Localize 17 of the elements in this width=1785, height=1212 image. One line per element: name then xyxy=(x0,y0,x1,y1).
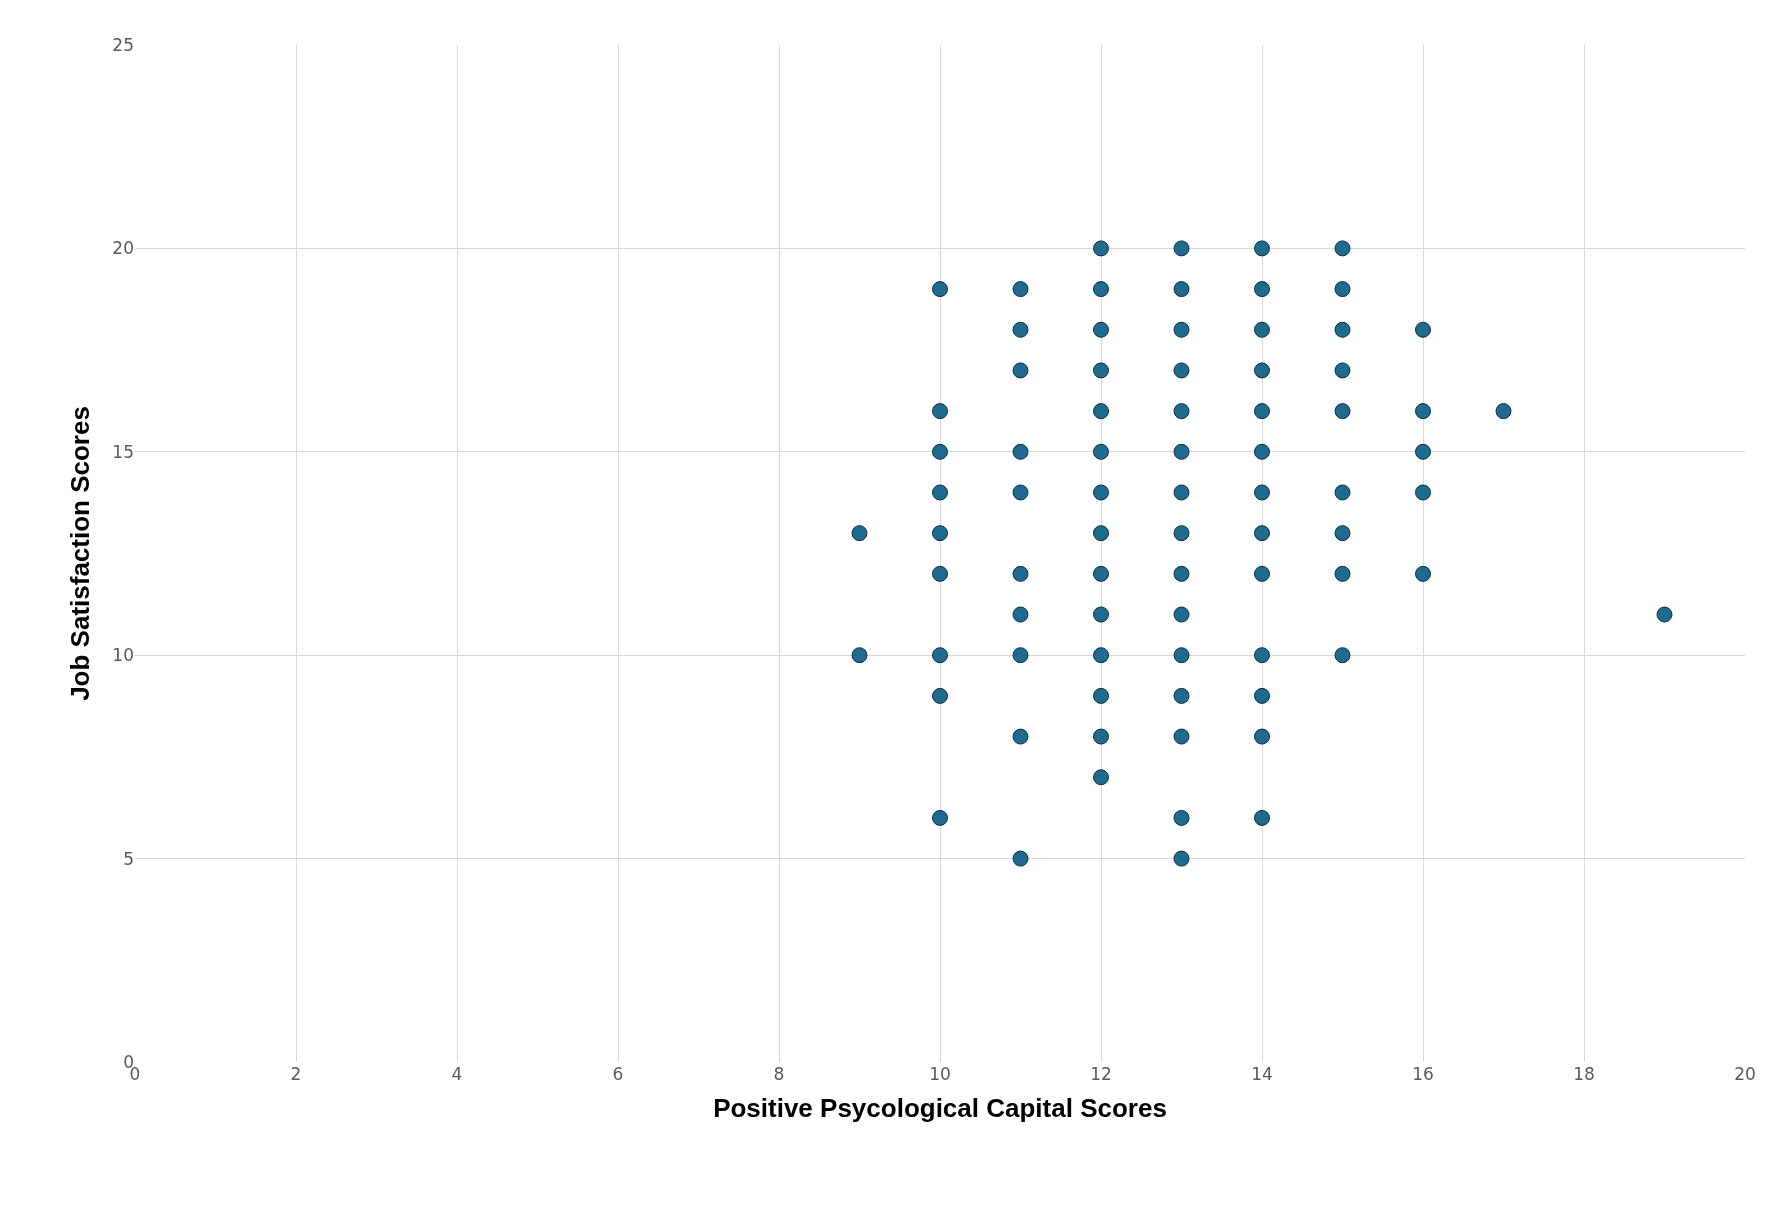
x-tick-label: 16 xyxy=(1412,1064,1434,1084)
y-tick-label: 15 xyxy=(112,441,134,462)
x-tick-label: 8 xyxy=(773,1064,785,1084)
y-tick-label: 25 xyxy=(112,34,134,55)
x-tick-label: 10 xyxy=(929,1064,951,1084)
y-tick-label: 10 xyxy=(112,645,134,666)
y-axis-title: Job Satisfaction Scores xyxy=(64,406,95,701)
x-tick-label: 14 xyxy=(1251,1064,1273,1084)
x-tick-label: 18 xyxy=(1573,1064,1595,1084)
x-tick-label: 2 xyxy=(290,1064,302,1084)
y-tick-label: 20 xyxy=(112,238,134,259)
x-tick-label: 6 xyxy=(612,1064,624,1084)
x-tick-label: 12 xyxy=(1090,1064,1112,1084)
x-tick-label: 4 xyxy=(451,1064,463,1084)
y-tick-label: 5 xyxy=(123,848,134,869)
x-axis-title: Positive Psycological Capital Scores xyxy=(713,1092,1167,1123)
x-tick-label: 20 xyxy=(1734,1064,1756,1084)
